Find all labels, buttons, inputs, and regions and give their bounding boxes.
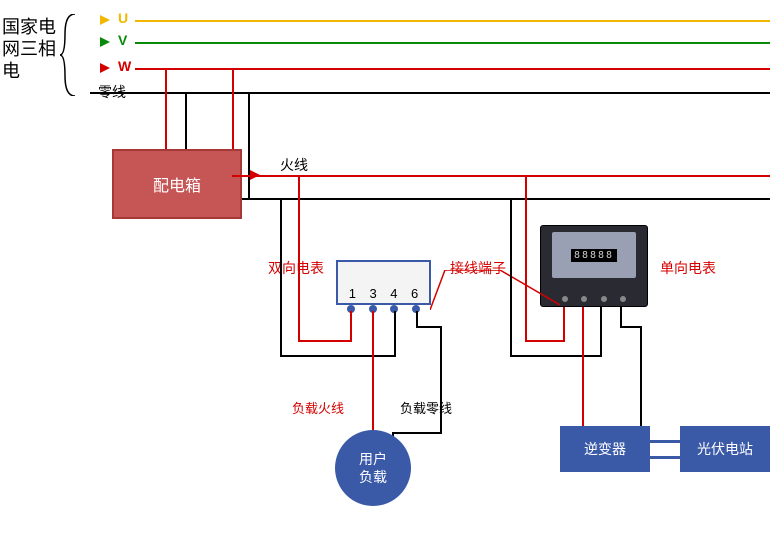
phase-u-label: U — [118, 10, 128, 26]
title-line2: 网三相 — [2, 38, 56, 60]
terminal-3: 3 — [370, 286, 377, 301]
w-t6-down-a — [416, 311, 418, 327]
bidir-meter: 1 3 4 6 — [336, 260, 431, 305]
w-live-to-t1-up — [350, 311, 352, 341]
title-line1: 国家电 — [2, 16, 56, 38]
w-live-to-t1-h — [298, 340, 352, 342]
sm-live-out — [582, 307, 584, 427]
live-bus — [232, 175, 770, 177]
grid-title: 国家电 网三相 电 — [2, 16, 56, 82]
phase-v-label: V — [118, 32, 127, 48]
single-meter-title: 单向电表 — [660, 258, 716, 278]
w-neut-to-t4-up — [394, 311, 396, 356]
w-live-to-t1-v — [298, 175, 300, 340]
sm-neut-out-b — [620, 326, 640, 328]
arrow-w — [100, 63, 110, 73]
w-t3-down — [372, 311, 374, 431]
inv-pv-2 — [650, 456, 680, 459]
neutral-bus — [242, 198, 770, 200]
inv-pv-1 — [650, 440, 680, 443]
distribution-box: 配电箱 — [112, 149, 242, 219]
line-n — [90, 92, 770, 94]
drop-w — [165, 68, 167, 150]
w-neut-to-t4-v — [280, 198, 282, 355]
terminal-callout — [430, 270, 500, 310]
title-line3: 电 — [2, 60, 56, 82]
line-v — [135, 42, 770, 44]
inverter-label: 逆变器 — [584, 439, 626, 459]
pv-label: 光伏电站 — [697, 439, 753, 459]
sm-neut-out-a — [620, 307, 622, 327]
load-neutral-label: 负载零线 — [400, 398, 452, 417]
pv-box: 光伏电站 — [680, 426, 770, 472]
sm-live-in — [525, 175, 527, 340]
sm-live-in-up — [563, 307, 565, 341]
w-neut-to-t4-h — [280, 355, 396, 357]
brace — [60, 14, 80, 96]
distribution-box-label: 配电箱 — [153, 172, 201, 196]
live-label: 火线 — [280, 155, 308, 175]
line-u — [135, 20, 770, 22]
terminal-4: 4 — [390, 286, 397, 301]
sm-neut-out-c — [640, 326, 642, 427]
meter-display: 88888 — [571, 249, 617, 262]
drop-n — [185, 92, 187, 150]
terminal-6: 6 — [411, 286, 418, 301]
arrow-v — [100, 37, 110, 47]
arrow-u — [100, 15, 110, 25]
sm-live-in-h — [525, 340, 565, 342]
inverter-box: 逆变器 — [560, 426, 650, 472]
w-t6-down-b — [416, 326, 440, 328]
drop-n2 — [248, 92, 250, 199]
single-callout — [500, 270, 560, 310]
load-live-label: 负载火线 — [292, 398, 344, 417]
line-w — [135, 68, 770, 70]
bidir-meter-title: 双向电表 — [268, 258, 324, 278]
phase-w-label: W — [118, 58, 131, 74]
terminal-1: 1 — [349, 286, 356, 301]
user-load: 用户 负载 — [335, 430, 411, 506]
user-load-label: 用户 负载 — [359, 450, 387, 486]
sm-neut-in-up — [600, 307, 602, 356]
sm-neut-in-h — [510, 355, 602, 357]
sm-neut-in — [510, 198, 512, 355]
w-t6-down-d — [392, 432, 442, 434]
